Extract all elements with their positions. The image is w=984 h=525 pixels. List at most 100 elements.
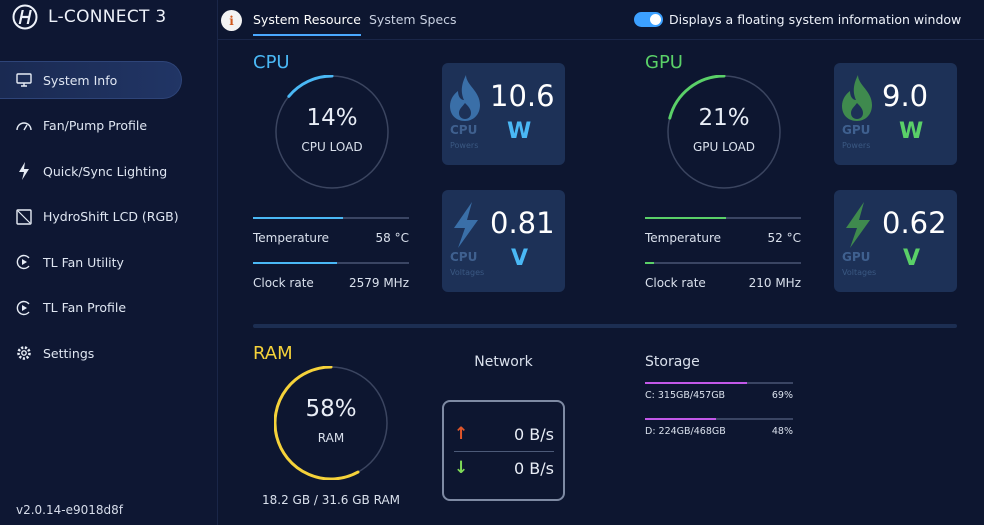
cpu-voltage-value: 0.81 (490, 206, 555, 240)
gpu-clock-bar (645, 262, 655, 264)
voltage-bolt-icon (454, 202, 478, 248)
storage-drive-bar (645, 418, 717, 420)
gpu-voltage-card: 0.62 GPU Voltages V (834, 190, 957, 292)
cpu-load-gauge: 14% CPU LOAD (275, 74, 389, 189)
gpu-clock-label: Clock rate (645, 276, 706, 290)
cpu-temperature-label: Temperature (253, 231, 330, 245)
sidebar-item-label: Quick/Sync Lighting (43, 163, 168, 179)
cpu-clock-bar (253, 262, 338, 264)
gpu-power-name: GPU (842, 123, 871, 137)
gpu-voltage-name: GPU (842, 250, 871, 264)
voltage-bolt-icon (846, 202, 870, 248)
cpu-clock-row: Clock rate 2579 MHz (253, 262, 409, 290)
storage-drive-d: D: 224GB/468GB 48% (645, 418, 793, 442)
network-download-rate: 0 B/s (514, 459, 554, 478)
gpu-load-value: 21% (698, 105, 750, 131)
sidebar-item-settings[interactable]: Settings (0, 334, 218, 372)
cpu-power-value: 10.6 (490, 79, 555, 113)
tab-system-specs[interactable]: System Specs (369, 12, 457, 27)
cpu-load-label: CPU LOAD (301, 140, 363, 154)
top-bar: i System Resource System Specs Displays … (218, 0, 984, 40)
cpu-voltage-unit: V (511, 246, 529, 271)
storage-drive-bar (645, 382, 748, 384)
sidebar-item-label: HydroShift LCD (RGB) (43, 209, 179, 224)
lian-li-logo-icon (12, 4, 38, 30)
section-divider (253, 324, 957, 328)
network-box: ↑ 0 B/s ↓ 0 B/s (442, 400, 565, 501)
tab-label: System Resource (253, 12, 361, 27)
gpu-temperature-value: 52 °C (767, 231, 801, 245)
gpu-power-unit: W (899, 119, 924, 144)
version-label: v2.0.14-e9018d8f (16, 503, 123, 517)
gpu-power-sub: Powers (842, 141, 871, 150)
ram-load-gauge: 58% RAM (273, 365, 388, 481)
lightning-icon (14, 161, 34, 181)
cpu-clock-label: Clock rate (253, 276, 314, 290)
floating-window-label: Displays a floating system information w… (669, 12, 962, 27)
sidebar-item-label: System Info (43, 72, 118, 88)
upload-arrow-icon: ↑ (454, 424, 469, 444)
sidebar-item-fan-pump-profile[interactable]: Fan/Pump Profile (0, 107, 218, 145)
ram-title: RAM (253, 343, 293, 364)
fan-utility-icon (14, 252, 34, 272)
cpu-voltage-sub: Voltages (450, 268, 485, 277)
sidebar-item-system-info[interactable]: System Info (0, 61, 182, 99)
flame-icon (842, 75, 872, 121)
sidebar-item-label: Settings (43, 345, 95, 361)
gpu-voltage-value: 0.62 (882, 206, 947, 240)
sidebar-item-quick-sync-lighting[interactable]: Quick/Sync Lighting (0, 152, 218, 190)
network-title: Network (474, 354, 533, 370)
cpu-voltage-card: 0.81 CPU Voltages V (442, 190, 565, 292)
flame-icon (450, 75, 480, 121)
sidebar-item-hydroshift-lcd[interactable]: HydroShift LCD (RGB) (0, 198, 218, 236)
gpu-load-label: GPU LOAD (692, 140, 756, 154)
app-title: L-CONNECT 3 (48, 7, 167, 27)
tab-active-indicator (253, 34, 361, 36)
gpu-load-gauge: 21% GPU LOAD (667, 74, 781, 189)
floating-window-toggle[interactable] (634, 12, 663, 27)
gpu-title: GPU (645, 52, 683, 73)
tab-system-resource[interactable]: System Resource (253, 12, 361, 36)
gpu-gauge-ring (667, 74, 781, 189)
cpu-power-name: CPU (450, 123, 478, 137)
fan-profile-icon (14, 298, 34, 318)
storage-drive-label: D: 224GB/468GB (645, 426, 726, 437)
gpu-clock-row: Clock rate 210 MHz (645, 262, 801, 290)
brand: L-CONNECT 3 (12, 4, 167, 30)
lcd-icon (14, 207, 34, 227)
ram-load-value: 58% (305, 396, 357, 422)
sidebar-item-label: TL Fan Profile (43, 300, 127, 315)
sidebar-item-tl-fan-utility[interactable]: TL Fan Utility (0, 243, 218, 281)
ram-gauge-ring (273, 365, 388, 481)
tab-label: System Specs (369, 12, 457, 27)
network-separator (454, 451, 554, 452)
gear-icon (14, 343, 34, 363)
speedometer-icon (14, 116, 34, 136)
network-download-row: ↓ 0 B/s (444, 455, 563, 485)
cpu-voltage-name: CPU (450, 250, 478, 264)
cpu-power-unit: W (507, 119, 532, 144)
cpu-temperature-row: Temperature 58 °C (253, 217, 409, 245)
network-upload-row: ↑ 0 B/s (444, 421, 563, 451)
gpu-temperature-label: Temperature (645, 231, 722, 245)
ram-usage: 18.2 GB / 31.6 GB RAM (261, 493, 401, 507)
cpu-clock-value: 2579 MHz (348, 276, 409, 290)
info-icon[interactable]: i (221, 10, 242, 31)
download-arrow-icon: ↓ (454, 458, 469, 478)
sidebar: L-CONNECT 3 System Info Fan/Pump Profile… (0, 0, 218, 525)
gpu-voltage-unit: V (903, 246, 921, 271)
storage-drive-percent: 69% (771, 390, 793, 401)
monitor-icon (14, 70, 34, 90)
sidebar-nav: System Info Fan/Pump Profile Quick/Sync … (0, 61, 218, 380)
storage-drive-c: C: 315GB/457GB 69% (645, 382, 793, 406)
gpu-voltage-sub: Voltages (842, 268, 877, 277)
gpu-clock-value: 210 MHz (748, 276, 801, 290)
cpu-title: CPU (253, 52, 290, 73)
sidebar-item-label: TL Fan Utility (43, 254, 124, 270)
cpu-power-card: 10.6 CPU Powers W (442, 63, 565, 165)
cpu-load-value: 14% (306, 105, 358, 131)
gpu-temperature-bar (645, 217, 727, 219)
sidebar-item-label: Fan/Pump Profile (43, 118, 148, 133)
gpu-temperature-row: Temperature 52 °C (645, 217, 801, 245)
sidebar-item-tl-fan-profile[interactable]: TL Fan Profile (0, 289, 218, 327)
